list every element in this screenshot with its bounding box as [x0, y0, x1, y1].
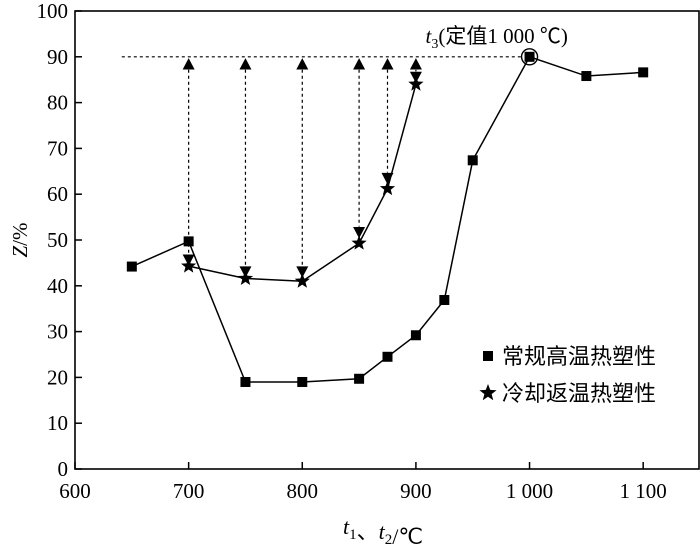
- square-marker: [467, 155, 478, 166]
- y-tick-label: 90: [47, 45, 68, 69]
- series-line-0: [131, 55, 644, 383]
- y-tick-label: 100: [37, 0, 69, 23]
- legend-star-icon: [479, 384, 497, 401]
- square-marker: [581, 71, 592, 82]
- x-tick-label: 1 000: [506, 479, 553, 503]
- y-tick-label: 70: [47, 136, 68, 160]
- star-marker: [408, 76, 424, 91]
- annotation-layer: t3(定值1 000 ℃): [426, 24, 568, 66]
- label-layer: t1、t2/℃ Z/%: [8, 222, 423, 547]
- x-tick-label: 800: [287, 479, 319, 503]
- arrow-layer: [182, 58, 422, 278]
- arrow-head-up-3: [353, 58, 366, 70]
- x-tick-label: 600: [59, 479, 91, 503]
- x-tick-label: 700: [173, 479, 205, 503]
- star-marker: [181, 258, 197, 273]
- square-marker: [126, 261, 137, 272]
- arrow-head-up-0: [182, 58, 195, 70]
- arrow-head-up-2: [296, 58, 309, 70]
- square-marker: [240, 376, 251, 387]
- y-tick-label: 10: [47, 411, 68, 435]
- arrow-head-up-1: [239, 58, 252, 70]
- legend-entry-0: 常规高温热塑性: [502, 344, 656, 369]
- square-marker: [638, 67, 649, 78]
- y-tick-label: 30: [47, 320, 68, 344]
- square-marker: [524, 51, 535, 62]
- y-tick-label: 20: [47, 365, 68, 389]
- x-tick-label: 900: [400, 479, 432, 503]
- square-marker: [410, 330, 421, 341]
- star-marker: [294, 273, 310, 288]
- arrow-head-down-3: [353, 226, 366, 239]
- star-marker: [351, 235, 367, 250]
- star-marker: [237, 270, 254, 285]
- arrow-head-up-5: [409, 58, 422, 70]
- legend-square-icon: [483, 351, 493, 361]
- y-axis-label: Z/%: [8, 222, 32, 257]
- target-annotation: t3(定值1 000 ℃): [426, 24, 568, 52]
- star-marker: [379, 180, 396, 196]
- x-axis-label: t1、t2/℃: [343, 514, 423, 547]
- square-marker: [382, 351, 393, 362]
- tick-layer: 600 700 800 900 1 000 1 100010203040506070809…: [37, 0, 667, 503]
- series-layer: [126, 51, 649, 387]
- target-circle-marker: [520, 48, 539, 66]
- square-marker: [354, 373, 365, 384]
- square-marker: [297, 376, 308, 387]
- x-tick-label: 1 100: [620, 479, 667, 503]
- y-tick-label: 80: [47, 91, 68, 115]
- y-tick-label: 0: [58, 457, 69, 481]
- legend-entry-1: 冷却返温热塑性: [502, 381, 656, 406]
- series-line-1: [188, 84, 417, 282]
- y-tick-label: 50: [47, 228, 68, 252]
- y-tick-label: 60: [47, 182, 68, 206]
- arrow-head-down-2: [296, 266, 309, 278]
- square-marker: [439, 294, 450, 305]
- arrow-head-up-4: [381, 58, 394, 70]
- square-marker: [183, 236, 194, 247]
- y-tick-label: 40: [47, 274, 68, 298]
